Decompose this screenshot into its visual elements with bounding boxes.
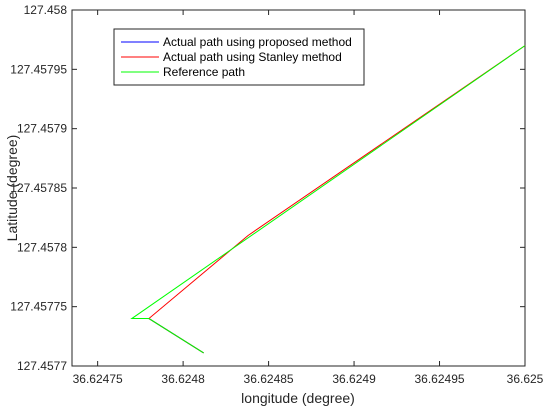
x-axis-label: longitude (degree) <box>241 390 355 406</box>
y-axis-label: Latitude (degree) <box>4 135 20 242</box>
y-tick-label: 127.4579 <box>17 122 67 136</box>
legend: Actual path using proposed methodActual … <box>113 28 365 86</box>
y-tick-label: 127.45775 <box>10 300 67 314</box>
x-tick-label: 36.62495 <box>414 372 464 386</box>
y-tick-label: 127.458 <box>24 3 68 17</box>
y-tick-label: 127.45785 <box>10 181 67 195</box>
series-line-2 <box>130 45 526 354</box>
y-tick-label: 127.4578 <box>17 240 67 254</box>
legend-label-2: Reference path <box>163 65 245 79</box>
legend-label-0: Actual path using proposed method <box>163 35 352 49</box>
x-tick-label: 36.6249 <box>332 372 376 386</box>
series-layer <box>130 45 526 354</box>
y-tick-label: 127.45795 <box>10 62 67 76</box>
x-tick-label: 36.62485 <box>244 372 294 386</box>
x-tick-label: 36.62475 <box>73 372 123 386</box>
x-tick-label: 36.625 <box>507 372 544 386</box>
legend-label-1: Actual path using Stanley method <box>163 50 342 64</box>
x-tick-label: 36.6248 <box>161 372 205 386</box>
ticks-layer: 36.62475 36.6248 36.62485 36.6249 36.62495 36… <box>10 3 543 386</box>
y-tick-label: 127.4577 <box>17 359 67 373</box>
